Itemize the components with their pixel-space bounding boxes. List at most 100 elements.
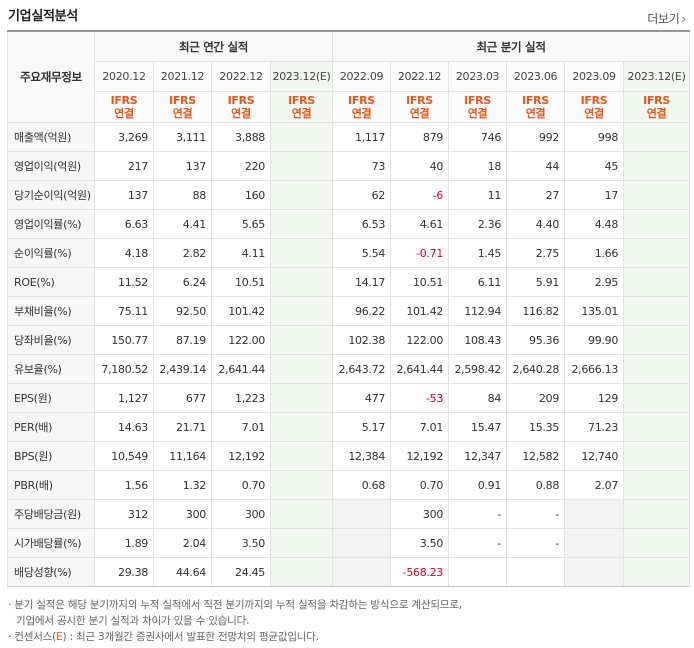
value-cell: 24.45 — [211, 557, 271, 587]
footnote-1-cont: 기업에서 공시한 분기 실적과 차이가 있을 수 있습니다. — [16, 615, 250, 627]
value-cell: 300 — [211, 499, 271, 529]
value-cell: 1.32 — [153, 470, 212, 500]
table-row: PBR(배) 1.56 1.32 0.70 0.68 0.70 0.91 0.88 2.07 — [7, 470, 691, 500]
basis-header: IFRS 연결 — [94, 91, 154, 123]
value-cell — [623, 296, 691, 326]
quarter-group-header: 최근 분기 실적 — [332, 30, 691, 62]
value-cell: - — [448, 528, 508, 558]
basis-standard: IFRS — [464, 94, 491, 107]
period-header: 2023.06 — [506, 61, 566, 92]
value-cell: 0.68 — [332, 470, 392, 500]
value-cell — [269, 557, 334, 587]
more-label: 더보기 — [647, 12, 680, 26]
period-header: 2023.03 — [448, 61, 508, 92]
value-cell: 95.36 — [506, 325, 566, 355]
row-label: EPS(원) — [7, 383, 95, 413]
value-cell: 14.17 — [332, 267, 392, 297]
value-cell: 4.61 — [390, 209, 450, 239]
value-cell: 217 — [94, 151, 154, 181]
period-header: 2022.12 — [390, 61, 450, 92]
value-cell — [623, 180, 691, 210]
basis-scope: 연결 — [172, 107, 193, 120]
footnote-2: · 컨센서스(E) : 최근 3개월간 증권사에서 발표한 전망치의 평균값입니… — [8, 631, 319, 643]
value-cell: 300 — [390, 499, 450, 529]
value-cell: 62 — [332, 180, 392, 210]
row-label: 유보율(%) — [7, 354, 95, 384]
value-cell: 129 — [564, 383, 625, 413]
value-cell: 6.53 — [332, 209, 392, 239]
value-cell: 746 — [448, 122, 508, 152]
value-cell: 122.00 — [211, 325, 271, 355]
value-cell: 12,384 — [332, 441, 392, 471]
basis-header: IFRS 연결 — [211, 91, 271, 123]
value-cell: 27 — [506, 180, 566, 210]
row-label: 영업이익(억원) — [7, 151, 95, 181]
value-cell: 122.00 — [390, 325, 450, 355]
value-cell: 160 — [211, 180, 271, 210]
basis-standard: IFRS — [406, 94, 433, 107]
table-row: EPS(원) 1,127 677 1,223 477 -53 84 209 129 — [7, 383, 691, 413]
value-cell: 87.19 — [153, 325, 212, 355]
value-cell: 11.52 — [94, 267, 154, 297]
row-label: 배당성향(%) — [7, 557, 95, 587]
value-cell: 4.18 — [94, 238, 154, 268]
value-cell — [623, 528, 691, 558]
value-cell: 5.17 — [332, 412, 392, 442]
basis-header: IFRS 연결 — [506, 91, 566, 123]
value-cell: 12,192 — [211, 441, 271, 471]
value-cell — [623, 151, 691, 181]
value-cell: 92.50 — [153, 296, 212, 326]
value-cell — [564, 528, 625, 558]
basis-header: IFRS 연결 — [564, 91, 625, 123]
value-cell: 998 — [564, 122, 625, 152]
value-cell: 44 — [506, 151, 566, 181]
value-cell: 2,666.13 — [564, 354, 625, 384]
value-cell: 2,640.28 — [506, 354, 566, 384]
row-label: BPS(원) — [7, 441, 95, 471]
value-cell: 11,164 — [153, 441, 212, 471]
value-cell: 4.48 — [564, 209, 625, 239]
value-cell: 21.71 — [153, 412, 212, 442]
value-cell — [269, 296, 334, 326]
value-cell — [623, 122, 691, 152]
value-cell: 1.66 — [564, 238, 625, 268]
value-cell — [623, 383, 691, 413]
value-cell: 2.75 — [506, 238, 566, 268]
value-cell — [269, 412, 334, 442]
value-cell: 477 — [332, 383, 392, 413]
table-row: 순이익률(%) 4.18 2.82 4.11 5.54 -0.71 1.45 2.75 1.66 — [7, 238, 691, 268]
value-cell: 101.42 — [390, 296, 450, 326]
value-cell — [269, 354, 334, 384]
value-cell: 0.70 — [390, 470, 450, 500]
more-link[interactable]: 더보기 › — [647, 10, 686, 27]
value-cell: 10,549 — [94, 441, 154, 471]
basis-scope: 연결 — [409, 107, 430, 120]
value-cell: 5.65 — [211, 209, 271, 239]
value-cell: 14.63 — [94, 412, 154, 442]
table-row: 당좌비율(%) 150.77 87.19 122.00 102.38 122.00 108.… — [7, 325, 691, 355]
value-cell — [623, 209, 691, 239]
value-cell — [269, 470, 334, 500]
row-label: 당기순이익(억원) — [7, 180, 95, 210]
basis-scope: 연결 — [291, 107, 312, 120]
period-header: 2021.12 — [153, 61, 212, 92]
table-row: BPS(원) 10,549 11,164 12,192 12,384 12,192 12,3… — [7, 441, 691, 471]
value-cell: 3.50 — [390, 528, 450, 558]
value-cell: 116.82 — [506, 296, 566, 326]
value-cell — [269, 383, 334, 413]
value-cell: 71.23 — [564, 412, 625, 442]
basis-scope: 연결 — [467, 107, 488, 120]
row-label: 매출액(억원) — [7, 122, 95, 152]
value-cell — [332, 499, 392, 529]
row-label: 순이익률(%) — [7, 238, 95, 268]
value-cell — [269, 499, 334, 529]
value-cell: 112.94 — [448, 296, 508, 326]
row-label: ROE(%) — [7, 267, 95, 297]
row-label: PBR(배) — [7, 470, 95, 500]
basis-header: IFRS 연결 — [269, 91, 334, 123]
value-cell: 0.70 — [211, 470, 271, 500]
basis-standard: IFRS — [348, 94, 375, 107]
section-title: 기업실적분석 — [8, 9, 78, 24]
basis-scope: 연결 — [646, 107, 667, 120]
value-cell — [332, 557, 392, 587]
